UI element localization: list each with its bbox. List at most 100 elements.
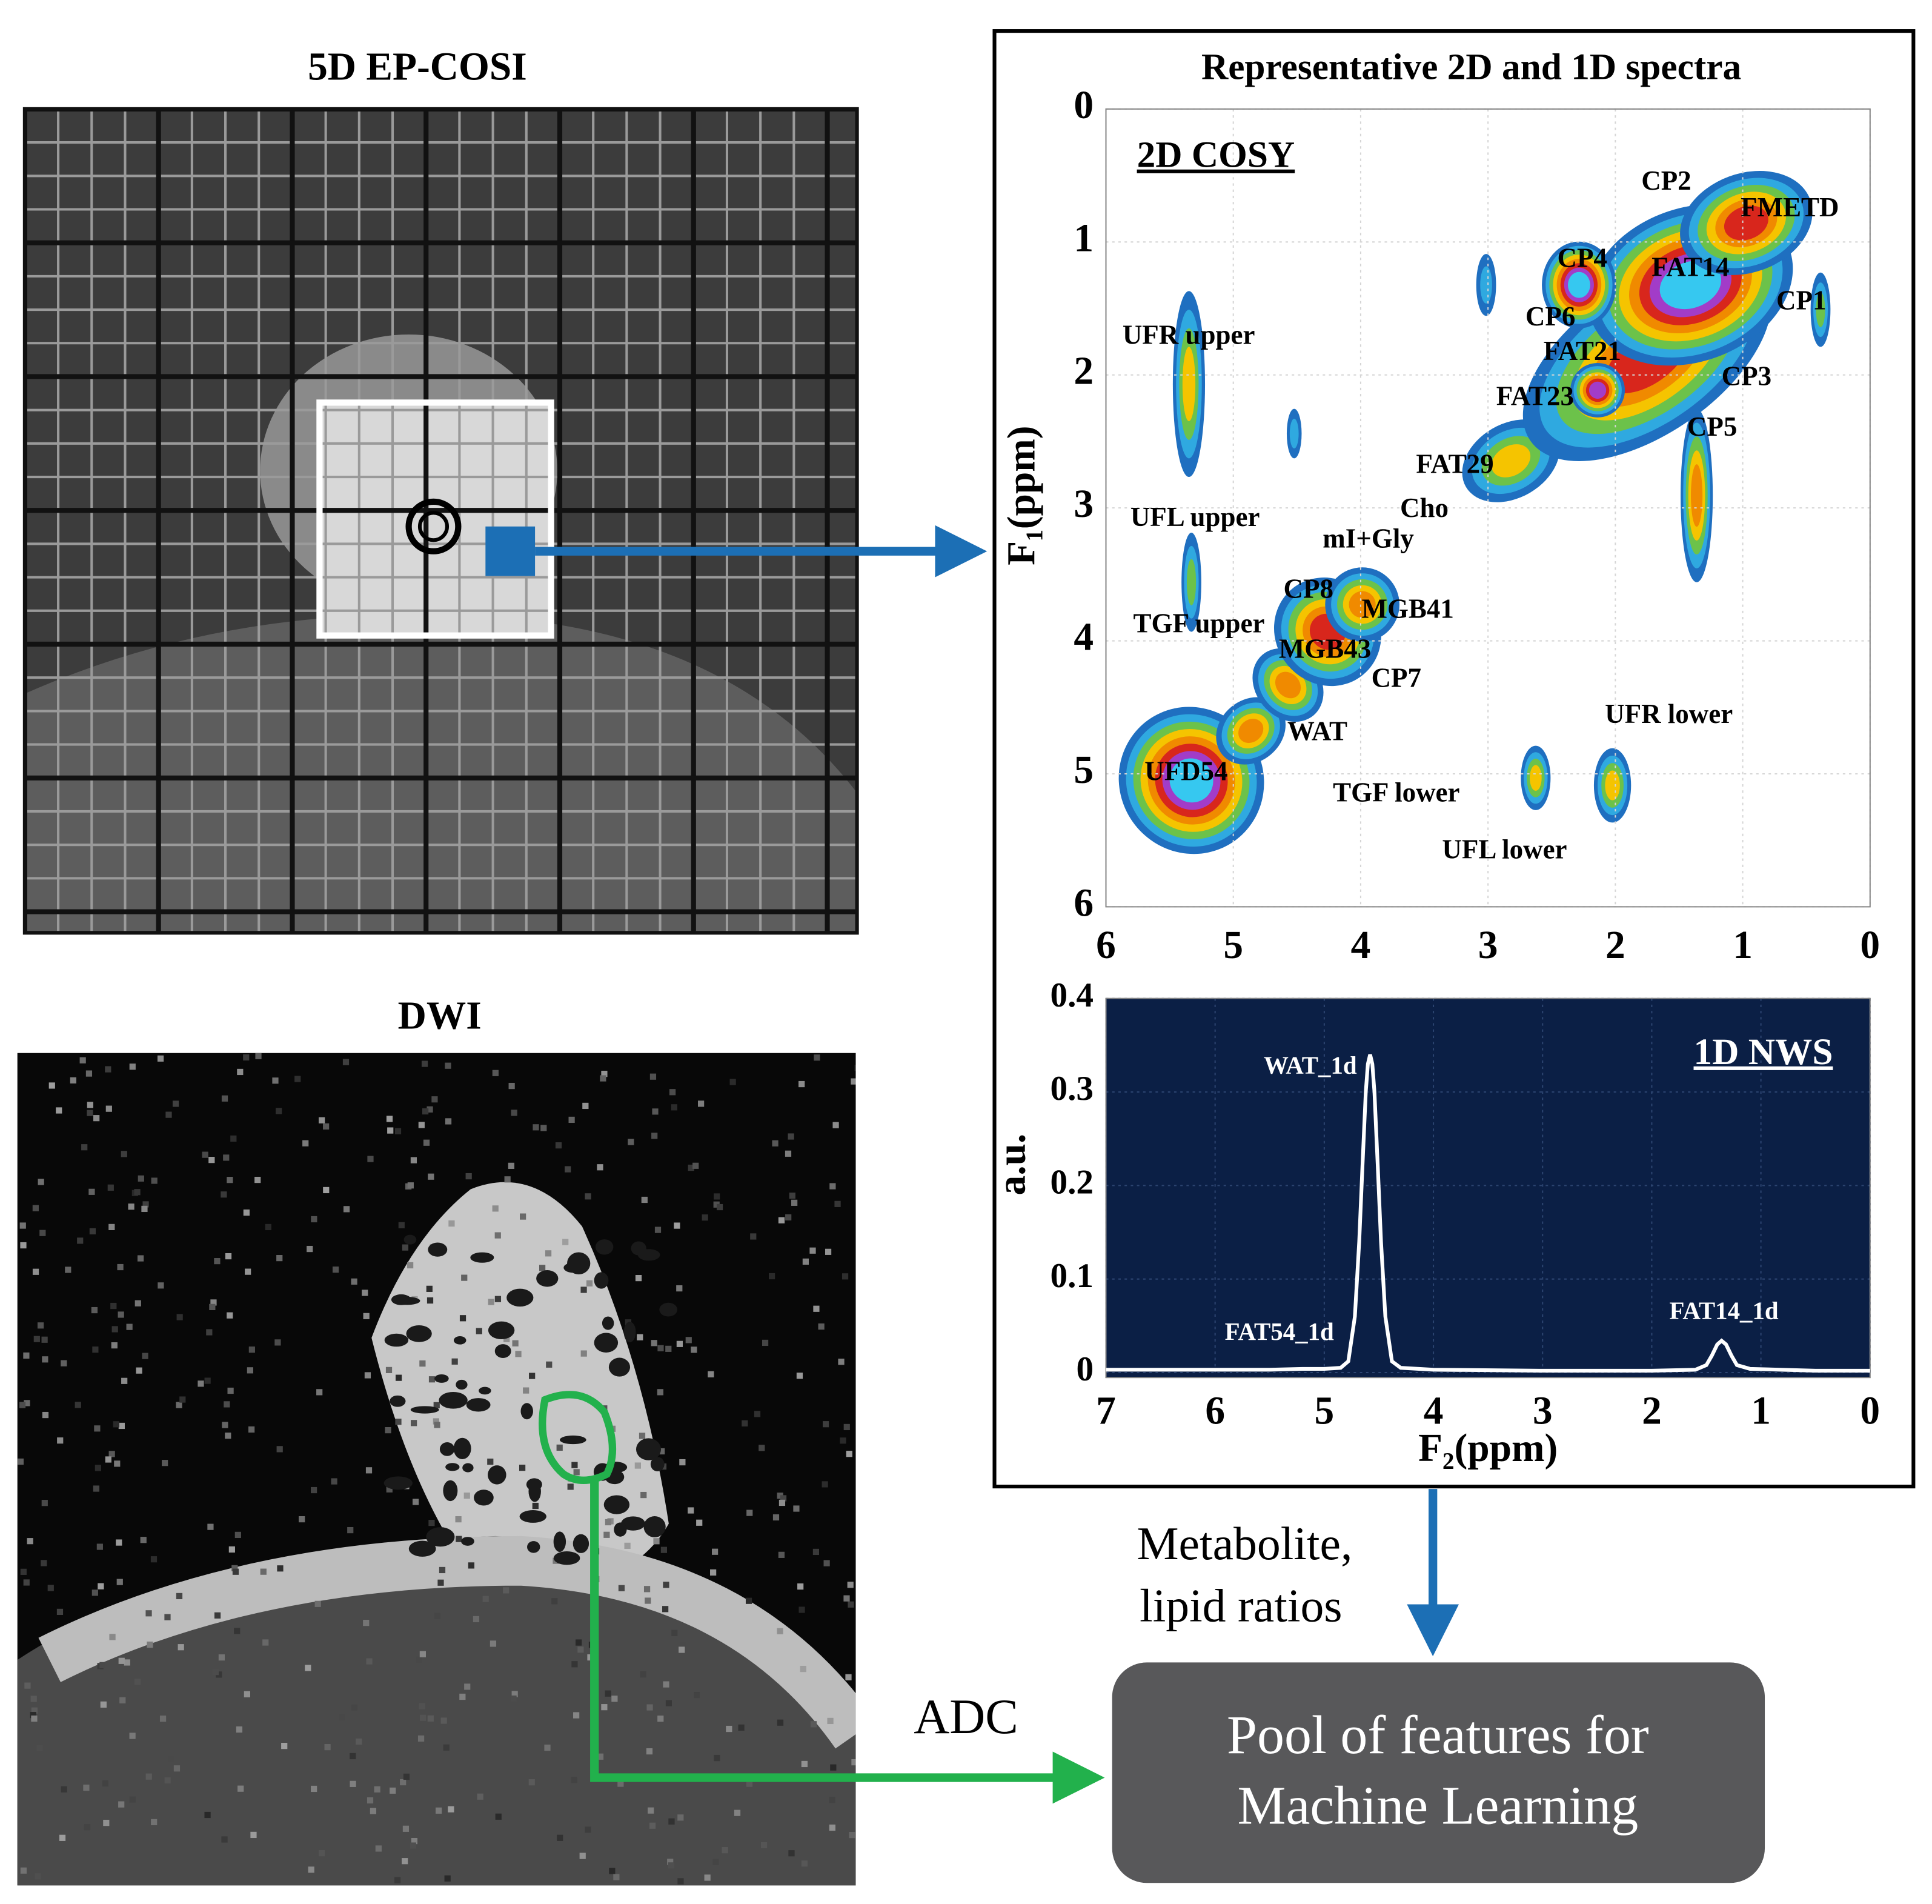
noise: [780, 1495, 787, 1502]
noise: [105, 1066, 111, 1073]
noise: [482, 1596, 489, 1602]
noise: [726, 1725, 732, 1733]
noise: [567, 1252, 591, 1274]
noise: [456, 1536, 462, 1542]
noise: [488, 1465, 506, 1485]
noise: [214, 1612, 221, 1619]
noise: [204, 1377, 211, 1384]
noise: [778, 1499, 786, 1506]
noise: [427, 1106, 433, 1113]
noise: [843, 1595, 850, 1602]
contour: [1186, 559, 1197, 605]
noise: [255, 1053, 262, 1059]
noise: [692, 1162, 699, 1169]
x-tick-label: 2: [1642, 1390, 1662, 1433]
noise: [585, 1193, 591, 1200]
chart-title: 2D COSY: [1137, 135, 1295, 176]
noise: [461, 1274, 468, 1281]
noise: [95, 1465, 101, 1471]
noise: [777, 1493, 783, 1499]
noise: [848, 1601, 854, 1608]
noise: [614, 1522, 627, 1537]
noise: [385, 1427, 391, 1434]
peak-label: WAT_1d: [1264, 1052, 1357, 1079]
noise: [492, 1070, 499, 1076]
contour: [1349, 591, 1376, 618]
noise: [842, 1273, 849, 1280]
noise: [260, 1568, 267, 1575]
noise: [208, 1157, 215, 1163]
x-tick-label: 5: [1315, 1390, 1335, 1433]
x-tick-label: 3: [1533, 1390, 1553, 1433]
noise: [198, 1380, 204, 1387]
noise: [659, 1448, 665, 1455]
contour: [1182, 347, 1196, 422]
noise: [559, 1435, 586, 1445]
noise: [243, 1209, 250, 1216]
noise: [594, 1272, 609, 1289]
y-tick-label: 0: [1074, 84, 1094, 127]
y-tick-label: 0.2: [1051, 1163, 1094, 1201]
noise: [126, 1323, 133, 1330]
noise: [410, 1157, 417, 1163]
noise: [662, 1606, 669, 1613]
peak-label: CP6: [1525, 301, 1575, 331]
noise: [140, 1537, 147, 1543]
x-tick-label: 6: [1096, 924, 1116, 967]
noise: [84, 1824, 91, 1831]
noise: [343, 1206, 350, 1213]
noise: [448, 1806, 454, 1812]
noise: [617, 1780, 624, 1787]
noise: [351, 1704, 358, 1711]
noise: [400, 1779, 407, 1786]
noise: [796, 1373, 803, 1379]
noise: [745, 1597, 752, 1604]
noise: [621, 1516, 645, 1531]
noise: [124, 1659, 130, 1666]
plot-frame: [1105, 997, 1871, 1379]
noise: [600, 1075, 606, 1082]
x-tick-label: 4: [1424, 1390, 1444, 1433]
noise: [674, 1222, 680, 1229]
noise: [846, 1451, 852, 1457]
noise: [750, 1233, 757, 1240]
noise: [395, 1419, 402, 1425]
x-axis-label: F₂(ppm): [1418, 1426, 1558, 1470]
noise: [108, 1451, 115, 1457]
peak-label: CP7: [1372, 663, 1421, 693]
noise: [350, 1780, 356, 1787]
noise: [391, 1294, 411, 1305]
noise: [42, 1356, 48, 1363]
noise: [510, 1695, 517, 1702]
noise: [310, 1486, 317, 1494]
noise: [247, 1367, 253, 1374]
noise: [459, 1315, 466, 1322]
noise: [445, 1463, 460, 1471]
noise: [580, 1287, 587, 1293]
noise: [221, 1191, 227, 1198]
noise: [302, 1140, 309, 1147]
noise: [363, 1620, 370, 1626]
y-tick-label: 0.4: [1051, 976, 1094, 1014]
noise: [65, 1267, 71, 1273]
noise: [225, 1253, 232, 1260]
noise: [387, 1127, 394, 1134]
contour: [1605, 770, 1620, 801]
noise: [511, 1110, 517, 1116]
noise: [812, 1548, 820, 1556]
noise: [814, 1054, 820, 1061]
noise: [668, 1818, 675, 1825]
noise: [110, 1302, 117, 1310]
contour: [1275, 671, 1301, 699]
noise: [137, 1255, 144, 1262]
noise: [225, 1433, 231, 1439]
noise: [712, 1859, 719, 1865]
noise: [523, 1387, 529, 1394]
noise: [363, 1313, 370, 1319]
noise: [667, 1859, 674, 1865]
noise: [119, 1697, 126, 1703]
noise: [102, 1780, 108, 1787]
noise: [311, 1216, 317, 1223]
noise: [466, 1398, 491, 1412]
voxel: [485, 526, 536, 576]
